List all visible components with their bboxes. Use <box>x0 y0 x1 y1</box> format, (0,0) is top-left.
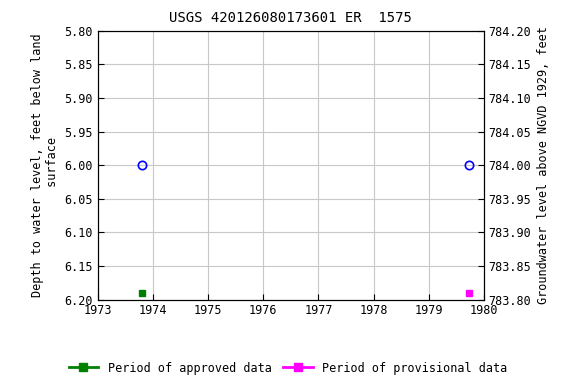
Legend: Period of approved data, Period of provisional data: Period of approved data, Period of provi… <box>65 358 511 378</box>
Y-axis label: Depth to water level, feet below land
 surface: Depth to water level, feet below land su… <box>31 33 59 297</box>
Y-axis label: Groundwater level above NGVD 1929, feet: Groundwater level above NGVD 1929, feet <box>537 26 550 304</box>
Title: USGS 420126080173601 ER  1575: USGS 420126080173601 ER 1575 <box>169 12 412 25</box>
